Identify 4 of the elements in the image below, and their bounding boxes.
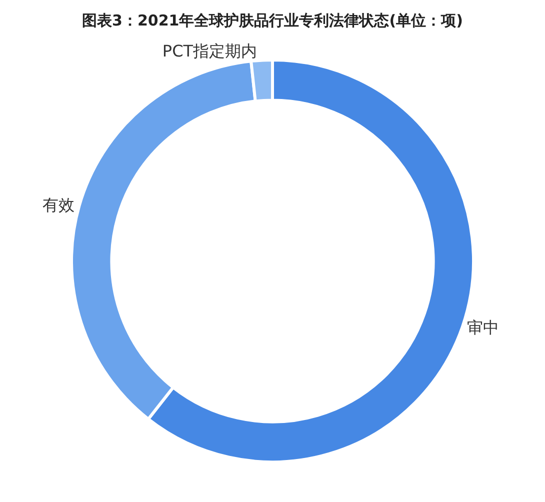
slice-label: PCT指定期内: [162, 41, 258, 60]
slice-label: 有效: [42, 195, 75, 214]
chart-title: 图表3：2021年全球护肤品行业专利法律状态(单位：项): [82, 12, 463, 30]
slice-label: 审中: [467, 318, 500, 338]
